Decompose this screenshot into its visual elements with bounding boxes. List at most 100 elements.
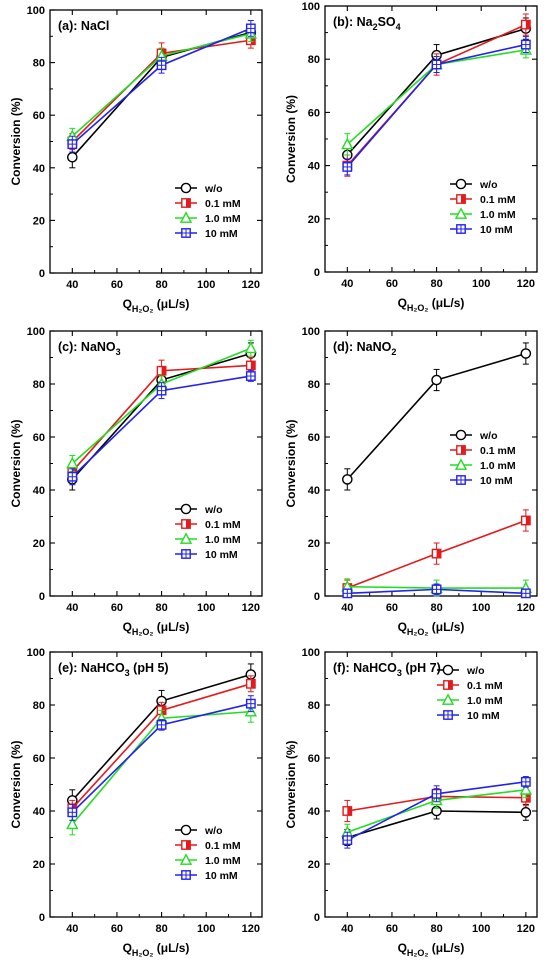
x-tick-label: 100	[197, 923, 215, 935]
half-square-fill	[436, 549, 441, 558]
series-10-mM	[342, 776, 531, 849]
y-tick-label: 100	[302, 647, 320, 659]
y-tick-label: 40	[308, 161, 320, 173]
half-square-fill	[461, 445, 466, 455]
series-w-o	[342, 17, 532, 167]
x-tick-label: 40	[341, 923, 353, 935]
legend-label: 1.0 mM	[480, 209, 516, 221]
legend-label: 10 mM	[205, 228, 238, 240]
legend-label: 1.0 mM	[205, 213, 241, 225]
y-tick-label: 20	[308, 214, 320, 226]
x-axis-title: QH₂O₂ (μL/s)	[123, 297, 190, 314]
y-tick-label: 40	[308, 806, 320, 818]
x-tick-label: 80	[155, 602, 167, 614]
series-10-mM	[67, 370, 256, 486]
series-w-o	[342, 342, 532, 491]
y-tick-label: 100	[302, 1, 320, 13]
legend-label: 10 mM	[480, 475, 513, 487]
x-tick-label: 120	[242, 279, 260, 291]
circle-marker	[180, 503, 192, 515]
y-tick-label: 60	[308, 432, 320, 444]
x-tick-label: 80	[430, 923, 442, 935]
half-square-fill	[250, 679, 256, 688]
x-tick-label: 40	[341, 602, 353, 614]
legend-label: 0.1 mM	[205, 840, 241, 852]
y-tick-label: 20	[33, 538, 45, 550]
y-tick-label: 100	[27, 326, 45, 338]
circle-marker	[520, 348, 532, 359]
triangle-marker	[66, 817, 79, 830]
legend-label: w/o	[479, 430, 498, 442]
legend-label: 0.1 mM	[480, 445, 516, 457]
series-10-mM	[67, 695, 256, 821]
half-square-fill	[347, 806, 352, 816]
y-axis-title: Conversion (%)	[9, 740, 23, 828]
triangle-marker	[441, 693, 455, 705]
x-tick-label: 80	[430, 278, 442, 290]
x-axis-title: QH₂O₂ (μL/s)	[123, 941, 190, 958]
half-square-fill	[525, 516, 531, 525]
y-tick-label: 40	[33, 806, 45, 818]
x-tick-label: 100	[197, 279, 215, 291]
panel-title: (f): NaHCO3 (pH 7)	[333, 661, 441, 678]
legend-label: 1.0 mM	[480, 460, 516, 472]
legend-label: w/o	[204, 825, 223, 837]
legend-label: 1.0 mM	[467, 695, 503, 707]
y-tick-label: 20	[308, 538, 320, 550]
y-axis-title: Conversion (%)	[9, 419, 23, 507]
panel-title: (e): NaHCO3 (pH 5)	[58, 661, 169, 678]
x-tick-label: 40	[66, 602, 78, 614]
y-tick-label: 0	[314, 912, 320, 924]
y-tick-label: 60	[308, 753, 320, 765]
y-tick-label: 80	[308, 54, 320, 66]
legend-label: w/o	[204, 183, 223, 195]
y-tick-label: 60	[308, 107, 320, 119]
circle-marker	[455, 178, 467, 190]
x-tick-label: 120	[517, 923, 535, 935]
x-tick-label: 60	[111, 279, 123, 291]
half-square-fill	[186, 519, 191, 529]
x-tick-label: 60	[386, 602, 398, 614]
y-axis-title: Conversion (%)	[284, 95, 298, 183]
x-tick-label: 60	[111, 923, 123, 935]
x-tick-label: 40	[341, 278, 353, 290]
circle-marker	[455, 429, 467, 441]
y-tick-label: 60	[33, 110, 45, 122]
y-tick-label: 40	[33, 163, 45, 175]
series-0-1-mM	[342, 13, 531, 177]
triangle-marker	[519, 783, 533, 795]
legend-label: 10 mM	[467, 710, 500, 722]
y-axis-title: Conversion (%)	[284, 419, 298, 507]
y-tick-label: 80	[308, 700, 320, 712]
legend-label: 10 mM	[205, 870, 238, 882]
half-square-fill	[186, 840, 191, 850]
legend-label: w/o	[204, 504, 223, 516]
triangle-marker	[341, 137, 354, 150]
y-tick-label: 80	[33, 58, 45, 70]
y-tick-label: 0	[314, 591, 320, 603]
x-axis-title: QH₂O₂ (μL/s)	[398, 620, 465, 637]
legend-label: w/o	[466, 665, 485, 677]
half-square-fill	[161, 366, 166, 375]
legend: w/o 0.1 mM 1.0 mM 10 mM	[437, 664, 503, 722]
triangle-marker	[179, 532, 193, 544]
x-tick-label: 120	[242, 923, 260, 935]
x-tick-label: 80	[430, 602, 442, 614]
half-square-fill	[448, 680, 453, 690]
triangle-marker	[66, 456, 79, 469]
legend: w/o 0.1 mM 1.0 mM 10 mM	[175, 182, 241, 240]
x-tick-label: 120	[242, 602, 260, 614]
x-tick-label: 40	[66, 923, 78, 935]
panel-title: (a): NaCl	[58, 19, 109, 33]
circle-marker	[442, 664, 454, 676]
circle-marker	[520, 807, 532, 818]
half-square-fill	[250, 361, 256, 370]
x-axis-title: QH₂O₂ (μL/s)	[398, 296, 465, 313]
y-tick-label: 60	[33, 753, 45, 765]
series-w-o	[67, 663, 257, 812]
legend: w/o 0.1 mM 1.0 mM 10 mM	[450, 178, 516, 236]
triangle-marker	[454, 458, 468, 470]
legend-label: 0.1 mM	[205, 198, 241, 210]
legend-label: w/o	[479, 179, 498, 191]
